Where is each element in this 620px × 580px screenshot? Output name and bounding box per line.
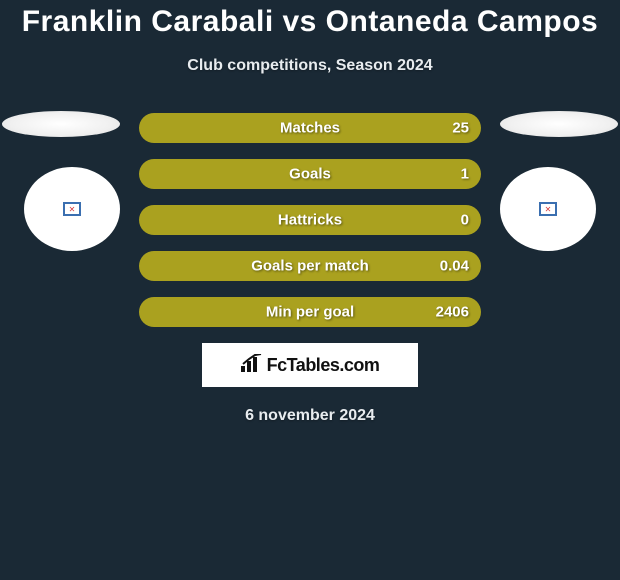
- stat-row: Goals per match 0.04: [139, 251, 481, 281]
- player-oval-right: [500, 111, 618, 137]
- chart-icon: [241, 354, 263, 377]
- subtitle: Club competitions, Season 2024: [0, 57, 620, 75]
- stat-label: Matches: [280, 120, 340, 137]
- brand-box[interactable]: FcTables.com: [202, 343, 418, 387]
- stat-label: Goals: [289, 166, 331, 183]
- player-badge-left: ✕: [24, 167, 120, 251]
- infographic-container: Franklin Carabali vs Ontaneda Campos Clu…: [0, 0, 620, 580]
- stats-area: ✕ ✕ Matches 25 Goals 1 Hattricks 0 Goals per m…: [0, 113, 620, 327]
- stat-label: Min per goal: [266, 304, 354, 321]
- stat-value-right: 2406: [436, 304, 469, 321]
- flag-icon-left: ✕: [63, 202, 81, 216]
- stat-bars: Matches 25 Goals 1 Hattricks 0 Goals per match…: [139, 113, 481, 327]
- stat-bar-left: [139, 113, 289, 143]
- stat-value-right: 25: [452, 120, 469, 137]
- page-title: Franklin Carabali vs Ontaneda Campos: [0, 5, 620, 39]
- stat-value-right: 0: [461, 212, 469, 229]
- stat-bar-left: [139, 159, 289, 189]
- flag-icon-right: ✕: [539, 202, 557, 216]
- stat-value-right: 0.04: [440, 258, 469, 275]
- stat-row: Hattricks 0: [139, 205, 481, 235]
- stat-row: Goals 1: [139, 159, 481, 189]
- stat-label: Goals per match: [251, 258, 369, 275]
- stat-row: Matches 25: [139, 113, 481, 143]
- brand-text: FcTables.com: [267, 355, 380, 376]
- player-badge-right: ✕: [500, 167, 596, 251]
- date-label: 6 november 2024: [0, 407, 620, 425]
- stat-label: Hattricks: [278, 212, 342, 229]
- stat-row: Min per goal 2406: [139, 297, 481, 327]
- player-oval-left: [2, 111, 120, 137]
- stat-bar-left: [139, 205, 289, 235]
- stat-value-right: 1: [461, 166, 469, 183]
